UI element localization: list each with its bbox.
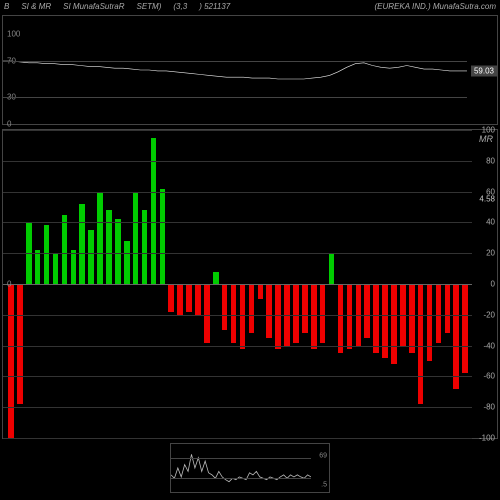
bar-positive (88, 230, 94, 284)
hdr-company: (EUREKA IND.) MunafaSutra.com (374, 2, 496, 11)
bar-positive (160, 189, 166, 284)
bar-positive (329, 253, 335, 284)
grid-line (3, 130, 472, 131)
y-axis-label: -20 (483, 310, 495, 319)
grid-line (3, 376, 472, 377)
grid-line (3, 222, 472, 223)
bar-negative (462, 284, 468, 373)
mini-line-chart (171, 444, 311, 492)
bar-positive (53, 253, 59, 284)
bar-negative (427, 284, 433, 361)
bar-negative (258, 284, 264, 299)
bar-negative (453, 284, 459, 389)
bar-positive (71, 250, 77, 284)
bar-negative (409, 284, 415, 353)
current-value-badge: 59.03 (471, 65, 497, 76)
bar-positive (213, 272, 219, 284)
reference-line (3, 61, 467, 62)
bar-negative (17, 284, 23, 404)
bar-positive (62, 215, 68, 284)
bar-positive (97, 192, 103, 284)
bar-negative (391, 284, 397, 364)
bar-negative (266, 284, 272, 338)
bar-negative (222, 284, 228, 330)
bar-negative (177, 284, 183, 315)
hdr-val1: (3,3 (173, 2, 187, 11)
bar-positive (35, 250, 41, 284)
zero-label: 0 (7, 280, 11, 289)
y-axis-label: -40 (483, 341, 495, 350)
bar-negative (231, 284, 237, 343)
y-axis-label: 0 (491, 280, 495, 289)
grid-line (3, 192, 472, 193)
grid-line (3, 315, 472, 316)
mini-label-bot: .5 (321, 481, 327, 488)
mini-panel: 69.5 (170, 443, 330, 493)
mini-ref-line (171, 458, 311, 459)
mr-bar-panel: MR-100-80-60-40-200204060801004.580 (2, 129, 498, 439)
bar-negative (320, 284, 326, 343)
bar-negative (445, 284, 451, 333)
bar-negative (338, 284, 344, 353)
bar-negative (168, 284, 174, 312)
mini-ref-line (171, 478, 311, 479)
bar-positive (124, 241, 130, 284)
y-axis-label: -60 (483, 372, 495, 381)
bar-positive (133, 192, 139, 284)
y-axis-label: 0 (7, 120, 11, 129)
bar-negative (347, 284, 353, 349)
reference-line (3, 97, 467, 98)
bar-negative (436, 284, 442, 343)
y-axis-extra-label: 4.58 (479, 195, 495, 204)
bar-negative (275, 284, 281, 349)
bar-negative (249, 284, 255, 333)
bar-negative (195, 284, 201, 315)
grid-line (3, 438, 472, 439)
bar-positive (115, 219, 121, 284)
bar-positive (142, 210, 148, 284)
grid-line (3, 161, 472, 162)
y-axis-label: 40 (486, 218, 495, 227)
y-axis-label: -80 (483, 403, 495, 412)
bar-negative (240, 284, 246, 349)
y-axis-label: 80 (486, 156, 495, 165)
y-axis-label: 100 (7, 29, 20, 38)
bar-negative (8, 284, 14, 438)
si-line-chart (3, 16, 467, 124)
grid-line (3, 407, 472, 408)
bar-negative (293, 284, 299, 343)
grid-line (3, 284, 472, 285)
bar-positive (79, 204, 85, 284)
bar-negative (382, 284, 388, 358)
bar-positive (151, 138, 157, 284)
chart-header: B SI & MR SI MunafaSutraR SETM) (3,3 ) 5… (0, 0, 500, 13)
bar-negative (418, 284, 424, 404)
mr-label: MR (479, 134, 493, 144)
y-axis-label: 100 (482, 126, 495, 135)
hdr-code: ) 521137 (199, 2, 230, 11)
bar-negative (186, 284, 192, 312)
grid-line (3, 253, 472, 254)
y-axis-label: 20 (486, 249, 495, 258)
bar-negative (364, 284, 370, 338)
bar-positive (44, 225, 50, 284)
hdr-sutra: SI MunafaSutraR (63, 2, 124, 11)
mini-label-top: 69 (319, 453, 327, 460)
bar-negative (311, 284, 317, 349)
si-line-panel: 0307010059.03 (2, 15, 498, 125)
y-axis-label: -100 (479, 434, 495, 443)
grid-line (3, 346, 472, 347)
hdr-setm: SETM) (137, 2, 162, 11)
hdr-simr: SI & MR (21, 2, 51, 11)
bar-negative (373, 284, 379, 353)
bar-negative (302, 284, 308, 333)
bar-negative (204, 284, 210, 343)
bar-positive (106, 210, 112, 284)
hdr-b: B (4, 2, 9, 11)
